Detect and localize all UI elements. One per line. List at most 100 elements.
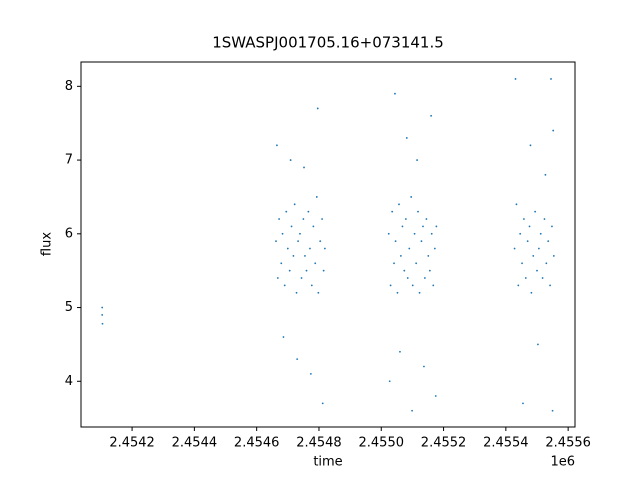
data-point	[286, 247, 289, 250]
data-point	[297, 240, 299, 243]
y-tick-label: 6	[65, 226, 73, 241]
data-point	[519, 232, 522, 235]
x-tick-label: 2.4546	[234, 436, 280, 451]
data-point	[545, 262, 548, 265]
y-tick-label: 8	[65, 79, 73, 94]
data-point	[403, 269, 406, 272]
chart-title: 1SWASPJ001705.16+073141.5	[212, 34, 444, 52]
data-point	[408, 247, 411, 250]
data-point	[551, 409, 554, 412]
data-point	[430, 114, 432, 117]
data-point	[393, 262, 395, 265]
data-point	[547, 240, 550, 243]
data-point	[399, 255, 402, 257]
x-tick-label: 2.4542	[109, 436, 155, 451]
data-point	[300, 277, 303, 279]
data-point	[280, 262, 283, 265]
data-point	[387, 232, 390, 235]
data-point	[288, 269, 291, 272]
data-point	[422, 225, 424, 228]
data-point	[532, 255, 535, 257]
data-point	[521, 262, 523, 265]
plot-frame	[80, 61, 576, 428]
data-point	[552, 255, 555, 257]
data-point	[515, 203, 518, 206]
data-point	[415, 262, 418, 265]
data-point	[537, 247, 540, 250]
data-point	[539, 232, 542, 235]
x-tick-label: 2.4548	[296, 436, 342, 451]
y-tick-label: 5	[65, 300, 73, 315]
data-point	[433, 247, 436, 250]
data-point	[552, 129, 555, 132]
data-point	[534, 210, 537, 213]
data-point	[304, 255, 306, 257]
data-point	[319, 240, 322, 243]
data-point	[322, 269, 325, 272]
data-point	[314, 262, 317, 265]
data-point	[423, 365, 425, 368]
data-point	[544, 173, 547, 176]
data-point	[523, 218, 525, 220]
data-point	[281, 232, 284, 235]
data-point	[285, 210, 288, 213]
data-point	[289, 159, 292, 161]
data-point	[551, 225, 553, 228]
x-offset-label: 1e6	[550, 455, 575, 470]
data-point	[321, 402, 324, 405]
data-point	[309, 373, 312, 375]
data-point	[536, 269, 538, 272]
data-point	[388, 380, 391, 383]
data-point	[299, 232, 301, 235]
data-point	[401, 225, 404, 228]
data-point	[282, 336, 285, 338]
data-point	[391, 210, 394, 213]
data-point	[293, 203, 296, 206]
data-point	[541, 277, 544, 279]
y-axis-label: flux	[40, 232, 55, 256]
data-point	[305, 269, 308, 272]
data-point	[423, 277, 426, 279]
data-point	[389, 284, 392, 287]
data-point	[517, 284, 520, 287]
data-point	[529, 144, 532, 147]
data-point	[514, 78, 517, 80]
data-point	[399, 350, 401, 353]
data-point	[434, 395, 437, 397]
x-tick-label: 2.4554	[483, 436, 529, 451]
data-point	[418, 291, 421, 294]
data-point	[290, 225, 293, 228]
data-point	[404, 218, 407, 220]
data-point	[528, 225, 531, 228]
data-point	[101, 322, 104, 325]
y-tick-label: 7	[65, 153, 73, 168]
data-point	[411, 409, 413, 412]
x-axis-label: time	[313, 455, 342, 470]
data-point	[315, 196, 318, 198]
data-point	[396, 291, 399, 294]
data-point	[101, 306, 104, 309]
data-point	[323, 247, 326, 250]
data-point	[522, 402, 524, 405]
data-point	[420, 240, 423, 243]
data-point	[530, 291, 533, 294]
data-point	[309, 247, 311, 250]
data-point	[394, 92, 396, 95]
data-point	[550, 78, 552, 80]
data-point	[425, 218, 428, 220]
data-point	[307, 210, 310, 213]
data-point	[411, 284, 414, 287]
data-point	[405, 137, 408, 139]
data-point	[302, 218, 305, 220]
data-point	[406, 277, 409, 279]
data-point	[416, 159, 418, 161]
x-tick-label: 2.4552	[421, 436, 467, 451]
data-point	[524, 277, 527, 279]
data-point	[316, 107, 319, 110]
data-point	[526, 240, 529, 243]
data-point	[398, 203, 400, 206]
data-point	[543, 218, 546, 220]
data-point	[321, 218, 323, 220]
data-point	[394, 240, 397, 243]
